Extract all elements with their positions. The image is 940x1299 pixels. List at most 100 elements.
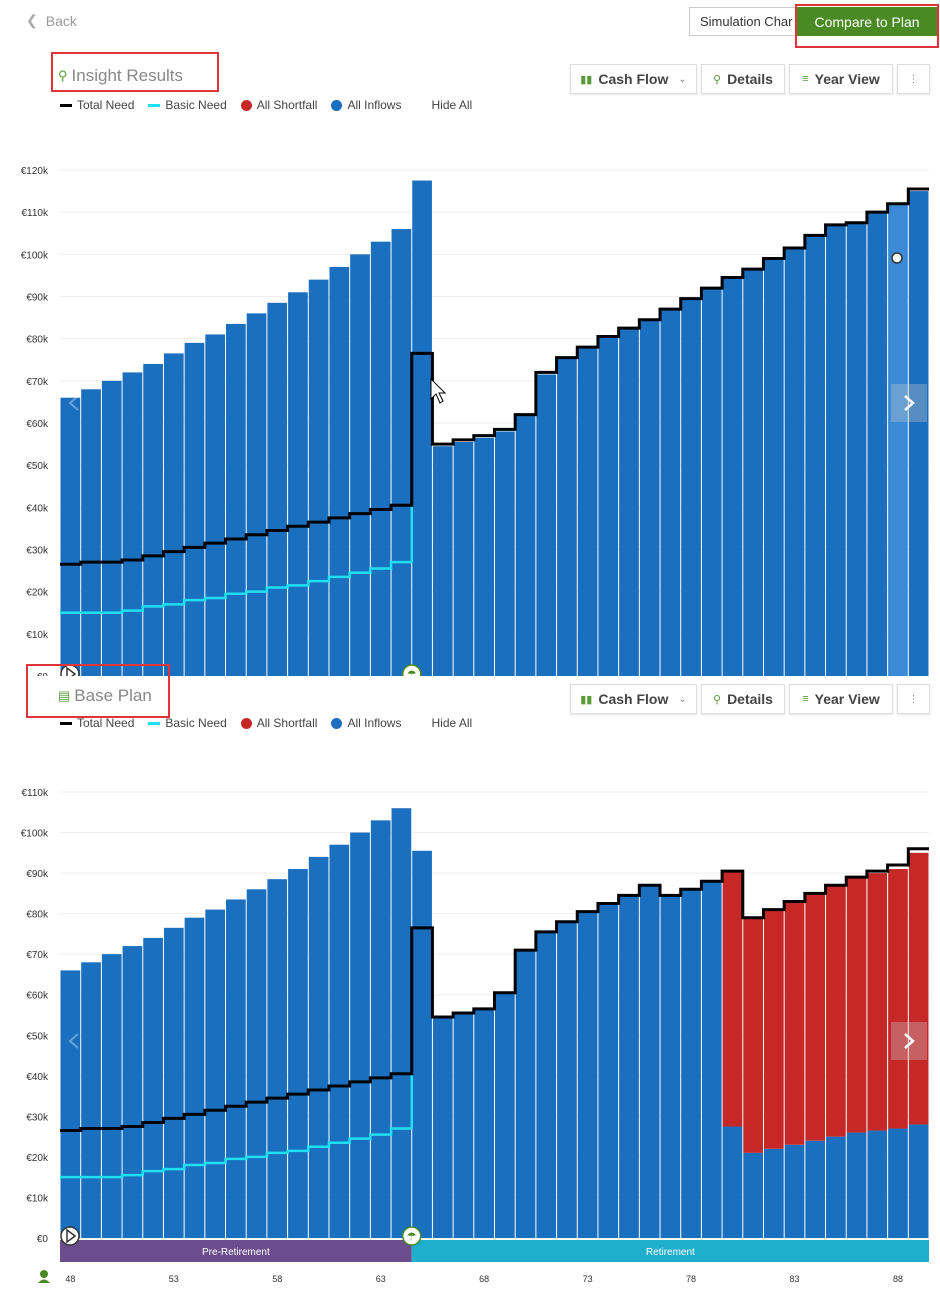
inflow-bar [350,832,370,1238]
inflow-bar [681,889,701,1238]
cash-flow-dropdown[interactable]: ▮▮ Cash Flow ⌄ [570,684,697,714]
inflow-bar [743,1152,763,1238]
inflow-bar [474,1008,494,1238]
inflow-bar [681,298,701,676]
base-plan-section: ▤ Base Plan ▮▮ Cash Flow ⌄ ⚲ Details ≡ Y… [0,664,940,1299]
legend-label: Total Need [77,98,135,112]
inflow-bar [267,302,288,676]
inflow-bar [163,927,184,1238]
legend-label: Basic Need [165,716,227,730]
chart-legend: Total Need Basic Need All Shortfall All … [60,716,472,730]
inflow-bar [205,909,226,1238]
insight-results-section: ⚲ Insight Results ▮▮ Cash Flow ⌄ ⚲ Detai… [0,52,940,676]
legend-total-need[interactable]: Total Need [60,716,134,730]
inflow-bar [577,911,598,1238]
shortfall-bar [743,917,763,1153]
year-view-label: Year View [814,691,880,707]
basic-need-line [60,560,412,614]
legend-dot-icon [240,717,252,729]
back-label: Back [45,12,77,29]
legend-all-shortfall[interactable]: All Shortfall [240,98,318,112]
x-tick-label: 78 [686,1274,696,1284]
x-tick-label: 83 [790,1274,800,1284]
chart-toolbar: ▮▮ Cash Flow ⌄ ⚲ Details ≡ Year View ⋮ [570,684,930,716]
inflow-bar [412,180,432,676]
compare-to-plan-button[interactable]: Compare to Plan [797,7,937,36]
search-icon: ⚲ [713,693,722,706]
legend-basic-need[interactable]: Basic Need [148,716,227,730]
back-link[interactable]: ❮ Back [26,12,77,29]
legend-label: Total Need [77,716,135,730]
inflow-bar [743,269,763,676]
y-tick-label: €20k [26,1153,49,1164]
inflow-bar [598,903,619,1238]
section-title-label: Base Plan [74,686,152,705]
chevron-down-icon: ⌄ [678,693,687,705]
inflow-bar [370,820,391,1238]
inflow-bar [763,1148,784,1238]
inflow-bar [826,1136,846,1238]
inflow-bar [805,1140,826,1238]
cash-flow-chart: €0 €10k €20k €30k €40k €50k €60k €70k €80k €90k €1… [21,166,929,676]
legend-all-inflows[interactable]: All Inflows [331,98,401,112]
basic-need-line [60,1127,412,1179]
details-button[interactable]: ⚲ Details [701,64,785,94]
legend-total-need[interactable]: Total Need [60,98,134,112]
inflow-bar [60,970,81,1238]
x-tick-label: 63 [376,1274,386,1284]
prev-arrow-button[interactable] [68,395,79,411]
cash-flow-label: Cash Flow [598,691,669,707]
play-icon [60,1226,80,1246]
inflow-bar [246,889,267,1238]
cash-flow-dropdown[interactable]: ▮▮ Cash Flow ⌄ [570,64,697,94]
y-tick-label: €0 [37,672,49,676]
inflow-bar [205,334,226,676]
hide-all-link[interactable]: Hide All [431,98,473,112]
inflow-bar [495,992,515,1238]
inflow-bar [143,937,163,1238]
prev-arrow-button[interactable] [68,1033,79,1049]
hide-all-link[interactable]: Hide All [431,716,473,730]
inflow-bar [101,954,122,1238]
legend-label: All Shortfall [256,716,318,730]
next-arrow-button[interactable] [891,384,927,422]
details-button[interactable]: ⚲ Details [701,684,785,714]
inflow-bar [329,844,350,1238]
inflow-bar [660,309,681,676]
section-title: ⚲ Insight Results [58,66,183,86]
more-options-button[interactable]: ⋮ [897,684,930,714]
inflow-bar [226,323,246,676]
inflow-bar [536,931,557,1238]
cash-flow-label: Cash Flow [598,71,669,87]
y-tick-label: €60k [26,991,49,1002]
inflow-bar [391,229,412,676]
cash-flow-chart: €0 €10k €20k €30k €40k €50k €60k €70k €80k €90k €1… [21,788,929,1284]
legend-all-inflows[interactable]: All Inflows [331,716,401,730]
y-tick-label: €10k [26,1193,49,1204]
y-tick-label: €60k [26,419,49,430]
y-tick-label: €70k [26,377,49,388]
legend-all-shortfall[interactable]: All Shortfall [240,716,318,730]
y-tick-label: €80k [26,910,49,921]
inflow-bar [701,881,722,1238]
inflow-bar [308,279,329,676]
y-tick-label: €50k [26,1031,49,1042]
next-arrow-button[interactable] [891,1022,927,1060]
year-view-button[interactable]: ≡ Year View [789,64,893,94]
legend-dot-icon [240,99,252,111]
simulation-chart-button[interactable]: Simulation Char [689,7,797,36]
search-icon: ⚲ [713,73,722,86]
inflow-bar [60,397,81,676]
inflow-bar [639,319,660,676]
legend-basic-need[interactable]: Basic Need [148,98,227,112]
legend-line-icon [148,721,161,725]
inflow-bar [660,895,681,1238]
y-tick-label: €40k [26,503,49,514]
year-view-button[interactable]: ≡ Year View [789,684,893,714]
inflow-bar [122,372,143,676]
legend-label: All Shortfall [256,98,318,112]
inflow-bar [515,950,536,1238]
more-options-button[interactable]: ⋮ [897,64,930,94]
y-tick-label: €70k [26,950,49,961]
inflow-bar [888,203,908,676]
